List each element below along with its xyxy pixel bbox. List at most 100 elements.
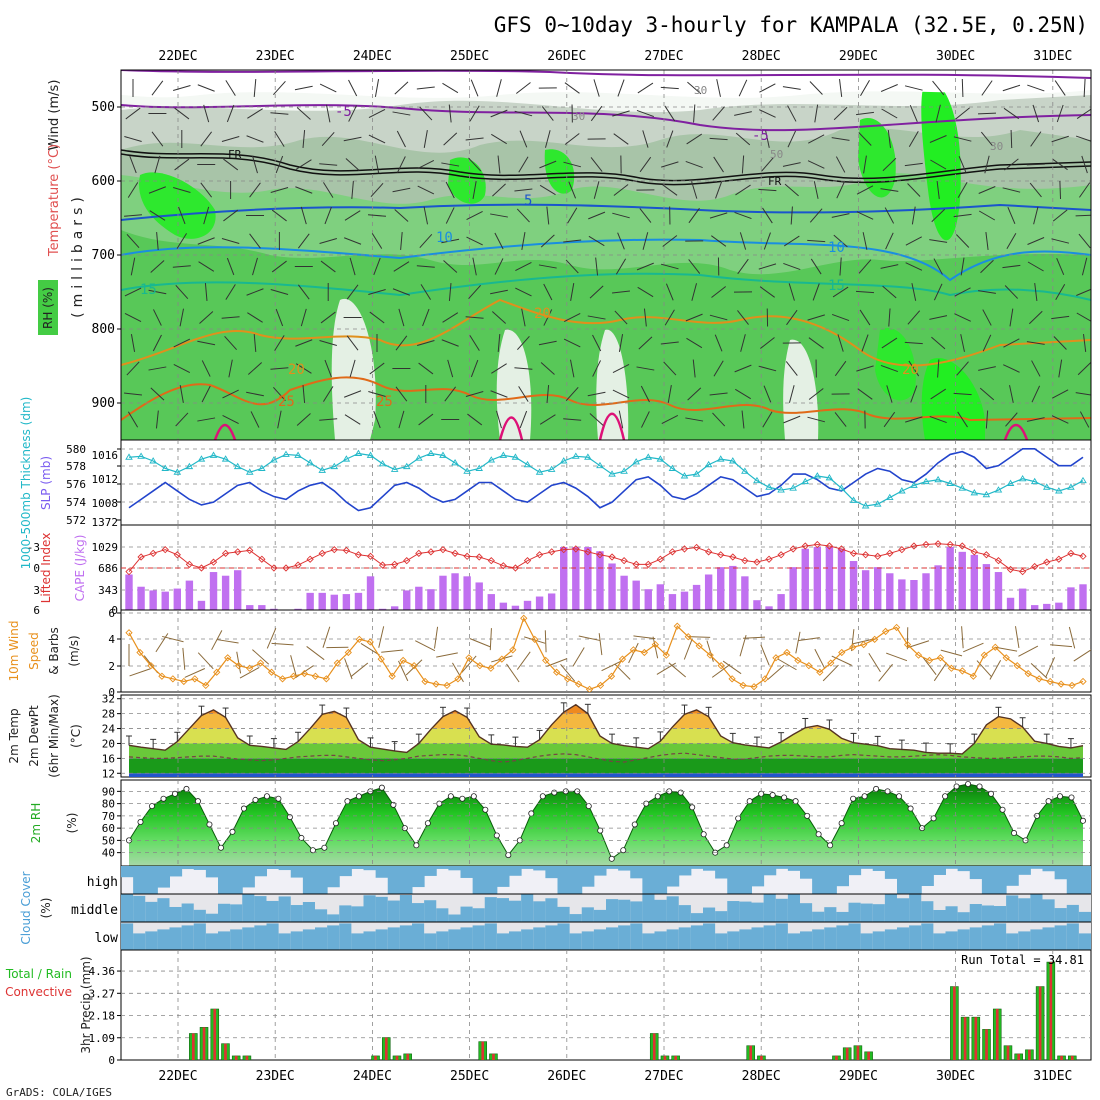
cape-bar: [970, 554, 979, 610]
cloud-low-bar: [836, 925, 849, 950]
wind-barb: [735, 388, 751, 400]
cape-bar: [137, 586, 145, 610]
cloud-low-bar: [630, 923, 643, 950]
cloud-middle-bar: [969, 904, 983, 922]
lifted-index-point: [1079, 552, 1087, 560]
rh-contour-label: 30: [694, 84, 707, 97]
wind-barb: [174, 107, 190, 120]
wind-barb-10m: [795, 631, 801, 654]
wind-barb: [423, 130, 428, 148]
cloud-low-bar: [205, 933, 219, 950]
thickness-point: [849, 496, 858, 503]
rh-point: [1011, 830, 1018, 837]
wind-barb: [666, 130, 674, 148]
thickness-point: [378, 459, 387, 467]
cloud-middle-bar: [994, 906, 1007, 922]
lifted-index-point: [294, 561, 302, 569]
cloud-middle-bar: [1042, 899, 1056, 922]
wind-barb: [712, 106, 725, 121]
wind-barb-10m: [506, 663, 520, 683]
cape-bar: [330, 594, 338, 610]
wind-barb: [832, 286, 849, 298]
cape-bar: [729, 565, 737, 610]
wind-speed-point: [827, 659, 835, 667]
wind-barb: [955, 107, 970, 120]
wind-barb: [374, 79, 380, 97]
wind-barb: [814, 104, 819, 123]
wind-barb: [787, 130, 797, 148]
lifted-index-point: [209, 558, 218, 566]
cape-bar: [246, 605, 254, 610]
wind-barb: [831, 313, 850, 322]
wind-barb: [441, 162, 460, 167]
thickness-point: [825, 474, 834, 481]
cape-bar: [777, 594, 785, 610]
wind-barb: [277, 410, 282, 429]
rh-point: [654, 793, 661, 800]
wind-barb: [447, 359, 454, 378]
rh-point: [585, 803, 592, 810]
wind-barb: [887, 130, 891, 148]
cloud-high-bar: [133, 866, 146, 894]
wind-barb: [1051, 135, 1069, 143]
cloud-low-bar: [254, 925, 267, 950]
wind-barb: [541, 106, 554, 121]
wind-barb: [130, 257, 136, 276]
temp-band: [129, 773, 1083, 777]
cloud-low-bar: [678, 927, 692, 950]
cloud-middle-bar: [581, 907, 595, 922]
cape-bar: [342, 594, 351, 610]
wind-barb-10m: [743, 636, 766, 639]
cape-tick-label: 1029: [92, 541, 119, 554]
cape-bar: [704, 574, 713, 610]
wind-speed-point: [410, 662, 418, 670]
cloud-middle-bar: [860, 903, 874, 922]
wind-barb-10m: [381, 649, 404, 653]
wind-barb: [197, 84, 215, 92]
wind-speed-point: [563, 675, 572, 683]
wind-barb-10m: [489, 628, 492, 651]
rh-point: [332, 820, 339, 827]
wind-barb: [518, 386, 529, 402]
wind-barb: [1005, 412, 1018, 427]
wind-barb: [763, 385, 772, 403]
wind-speed-point: [136, 648, 144, 657]
wind-barb: [882, 157, 897, 172]
cloud-low-bar: [593, 929, 607, 950]
wind-barb: [929, 135, 947, 143]
cloud-low-bar: [642, 933, 655, 950]
wind-barb: [570, 283, 575, 301]
cloud-low-bar: [1042, 927, 1056, 950]
wind-barb: [564, 133, 580, 145]
cape-bar: [475, 582, 483, 610]
wind-barb: [808, 134, 825, 144]
thickness-point: [366, 451, 375, 458]
cloud-low-bar: [957, 929, 971, 950]
wind-speed-point: [1024, 669, 1032, 678]
wind-barb: [1079, 411, 1090, 428]
date-label-bottom: 29DEC: [839, 1069, 878, 1084]
cloud-high-bar: [460, 866, 474, 878]
cape-bar: [789, 567, 797, 610]
wind-speed-point: [618, 655, 627, 663]
wind-speed-point: [180, 677, 188, 686]
wind-barb: [416, 86, 435, 90]
wind-barb: [445, 181, 455, 199]
cape-bar: [1006, 597, 1015, 610]
wind-speed-point: [783, 648, 791, 657]
pressure-tick-label: 500: [92, 100, 115, 115]
isotherm-label: 5: [524, 193, 532, 209]
wind-barb: [373, 410, 381, 429]
wind-barb: [221, 238, 240, 244]
wind-speed-point: [333, 659, 341, 667]
wind-barb-10m: [211, 630, 223, 651]
thickness-tick-label: 572: [66, 514, 86, 527]
cloud-high-bar: [593, 866, 607, 876]
cloud-low-bar: [897, 927, 910, 950]
wind-barb-10m: [162, 635, 184, 643]
thickness-point: [402, 462, 411, 470]
wind-barb: [741, 155, 745, 174]
cloud-high-bar: [1030, 866, 1043, 869]
cloud-middle-bar: [690, 913, 704, 922]
wind-barb: [371, 233, 383, 249]
